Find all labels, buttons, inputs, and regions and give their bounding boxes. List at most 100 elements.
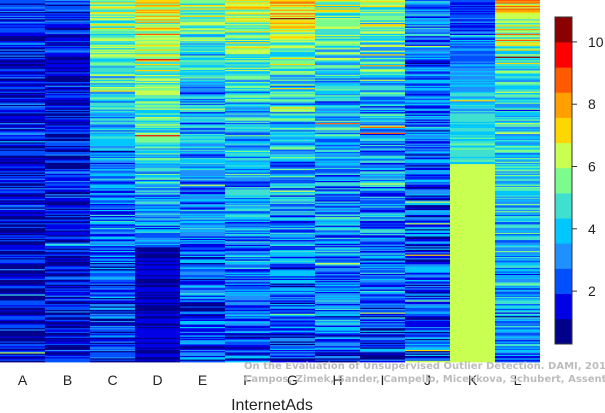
heatmap-cell <box>90 89 135 91</box>
heatmap-cell <box>90 30 135 32</box>
heatmap-cell <box>225 246 270 248</box>
heatmap-cell <box>405 155 450 158</box>
heatmap-cell <box>180 269 225 271</box>
heatmap-cell <box>405 149 450 152</box>
heatmap-cell <box>405 172 450 175</box>
heatmap-cell <box>0 113 45 116</box>
heatmap-cell <box>450 201 495 204</box>
heatmap-cell <box>135 28 180 31</box>
x-tick-label: H <box>332 372 342 388</box>
heatmap-cell <box>180 184 225 187</box>
heatmap-cell <box>180 36 225 38</box>
heatmap-cell <box>495 155 540 158</box>
heatmap-cell <box>270 266 315 269</box>
heatmap-cell <box>225 184 270 187</box>
heatmap-cell <box>315 8 360 11</box>
heatmap-cell <box>450 231 495 234</box>
heatmap-cell <box>90 352 135 354</box>
heatmap-cell <box>45 301 90 304</box>
heatmap-cell <box>495 55 540 58</box>
heatmap-cell <box>360 137 405 140</box>
heatmap-cell <box>180 170 225 172</box>
heatmap-cell <box>90 355 135 358</box>
heatmap-cell <box>360 293 405 295</box>
heatmap-cell <box>90 349 135 352</box>
heatmap-cell <box>0 139 45 142</box>
heatmap-cell <box>0 191 45 194</box>
heatmap-cell <box>270 348 315 351</box>
heatmap-cell <box>225 118 270 120</box>
heatmap-cell <box>315 56 360 59</box>
heatmap-cell <box>270 209 315 212</box>
heatmap-cell <box>270 339 315 341</box>
heatmap-cell <box>0 83 45 85</box>
heatmap-cell <box>45 300 90 303</box>
heatmap-cell <box>450 73 495 76</box>
heatmap-cell <box>90 13 135 15</box>
heatmap-cell <box>90 154 135 157</box>
heatmap-cell <box>405 171 450 173</box>
heatmap-cell <box>180 2 225 5</box>
heatmap-cell <box>135 343 180 346</box>
heatmap-cell <box>45 135 90 137</box>
heatmap-cell <box>45 201 90 204</box>
heatmap-cell <box>315 261 360 264</box>
colorbar-segment <box>555 193 572 219</box>
heatmap-cell <box>270 342 315 345</box>
heatmap-cell <box>225 149 270 152</box>
heatmap-cell <box>405 7 450 9</box>
heatmap-cell <box>450 253 495 256</box>
heatmap-cell <box>495 196 540 199</box>
heatmap-cell <box>450 113 495 116</box>
heatmap-cell <box>450 30 495 32</box>
heatmap-cell <box>270 42 315 44</box>
heatmap-cell <box>360 164 405 166</box>
heatmap-cell <box>45 319 90 322</box>
heatmap-cell <box>90 111 135 113</box>
heatmap-cell <box>450 203 495 206</box>
heatmap-cell <box>270 1 315 3</box>
heatmap-cell <box>315 317 360 319</box>
heatmap-cell <box>0 247 45 249</box>
heatmap-cell <box>0 8 45 11</box>
heatmap-cell <box>90 24 135 26</box>
heatmap-cell <box>180 223 225 225</box>
heatmap-cell <box>360 53 405 55</box>
heatmap-cell <box>45 334 90 336</box>
heatmap-cell <box>360 54 405 56</box>
heatmap-cell <box>315 342 360 345</box>
heatmap-cell <box>360 284 405 287</box>
heatmap-cell <box>270 292 315 294</box>
heatmap-cell <box>135 6 180 8</box>
heatmap-cell <box>315 31 360 33</box>
heatmap-cell <box>315 196 360 199</box>
x-tick-label: D <box>152 372 162 388</box>
heatmap-cell <box>90 125 135 128</box>
heatmap-cell <box>270 158 315 160</box>
heatmap-cell <box>405 176 450 178</box>
heatmap-cell <box>315 248 360 251</box>
heatmap-cell <box>270 336 315 339</box>
heatmap-cell <box>0 217 45 219</box>
heatmap-cell <box>0 212 45 214</box>
heatmap-cell <box>90 0 135 2</box>
heatmap-cell <box>225 292 270 294</box>
heatmap-cell <box>225 57 270 60</box>
heatmap-cell <box>270 299 315 301</box>
heatmap-cell <box>90 232 135 235</box>
heatmap-cell <box>90 136 135 138</box>
heatmap-cell <box>315 126 360 129</box>
heatmap-cell <box>45 306 90 309</box>
heatmap-cell <box>225 234 270 236</box>
heatmap-cell <box>360 90 405 93</box>
heatmap-cell <box>360 188 405 190</box>
heatmap-cell <box>405 205 450 207</box>
heatmap-cell <box>225 31 270 33</box>
heatmap-cell <box>0 320 45 323</box>
heatmap-cell <box>360 91 405 94</box>
heatmap-cell <box>315 292 360 294</box>
heatmap-cell <box>225 101 270 103</box>
heatmap-cell <box>225 4 270 7</box>
heatmap-cell <box>45 48 90 50</box>
heatmap-cell <box>45 139 90 142</box>
